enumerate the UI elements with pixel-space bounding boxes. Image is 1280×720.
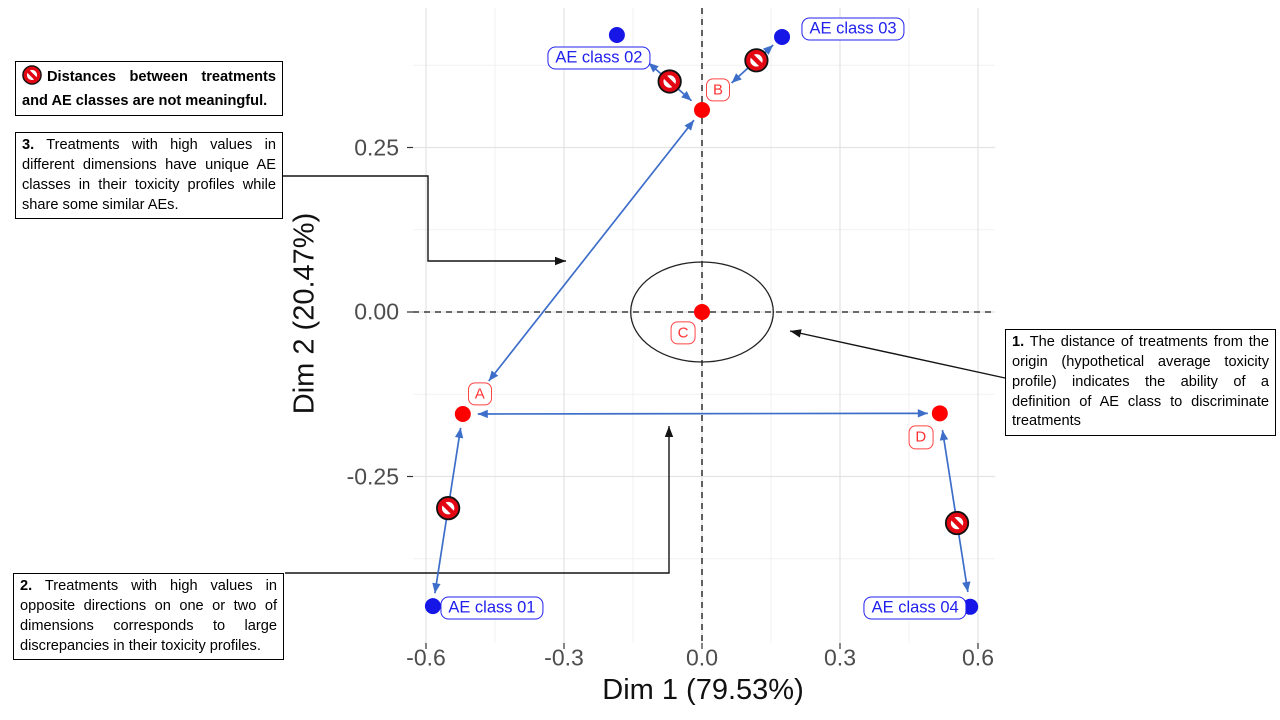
- arrowhead: [917, 409, 928, 418]
- relation-arrow-A-D: [477, 412, 928, 415]
- y-axis-title: Dim 2 (20.47%): [288, 212, 321, 415]
- point-label-AE class 04: AE class 04: [863, 596, 967, 620]
- arrowhead: [731, 73, 742, 84]
- relation-arrow-A-B: [488, 119, 695, 382]
- point-label-B: B: [705, 78, 731, 102]
- point-label-AE class 01: AE class 01: [440, 596, 544, 620]
- x-tick-label: -0.6: [406, 644, 446, 671]
- point-B: [694, 101, 710, 118]
- note-2-number: 2.: [20, 578, 33, 594]
- point-AE class 03: [774, 28, 791, 45]
- prohibition-icon: [744, 48, 769, 73]
- warning-text: Distances between treatments and AE clas…: [22, 69, 276, 109]
- arrowhead: [762, 45, 774, 55]
- arrowhead: [790, 329, 802, 338]
- point-C: [694, 304, 710, 320]
- x-tick-label: 0.6: [962, 644, 994, 671]
- note-1-number: 1.: [1012, 334, 1025, 350]
- note-2: 2. Treatments with high values in opposi…: [13, 573, 284, 661]
- point-D: [931, 405, 948, 422]
- prohibition-icon: [657, 69, 682, 94]
- origin-ellipse: [630, 261, 774, 363]
- arrowhead: [664, 426, 674, 437]
- arrowhead: [432, 582, 441, 594]
- arrowhead: [488, 370, 499, 381]
- arrowhead: [555, 256, 566, 266]
- callout-line-note-3: [283, 175, 566, 262]
- arrowhead: [648, 62, 659, 73]
- arrowhead: [684, 120, 694, 131]
- note-2-text: Treatments with high values in opposite …: [20, 578, 277, 654]
- point-A: [454, 405, 471, 422]
- x-axis-title: Dim 1 (79.53%): [602, 674, 804, 706]
- x-tick-label: 0.0: [686, 644, 718, 671]
- arrowhead: [962, 581, 971, 592]
- note-3-text: Treatments with high values in different…: [22, 137, 276, 213]
- point-label-A: A: [467, 382, 492, 406]
- note-3: 3. Treatments with high values in differ…: [15, 132, 283, 220]
- arrowhead: [681, 90, 692, 101]
- relation-arrow-D-AE class 04: [941, 429, 969, 593]
- point-label-AE class 02: AE class 02: [547, 46, 651, 70]
- arrowhead: [939, 430, 949, 441]
- arrowhead: [477, 409, 488, 419]
- note-3-number: 3.: [22, 137, 35, 153]
- y-tick-label: 0.00: [354, 298, 399, 325]
- y-tick-label: -0.25: [346, 463, 399, 489]
- point-AE class 02: [608, 26, 625, 43]
- point-label-AE class 03: AE class 03: [801, 17, 905, 41]
- x-tick-label: -0.3: [544, 644, 584, 671]
- note-1-text: The distance of treatments from the orig…: [1012, 334, 1269, 430]
- prohibition-icon: [22, 65, 42, 92]
- callout-line-note-1: [789, 330, 1006, 379]
- y-tick-label: 0.25: [354, 134, 399, 160]
- warning-note: Distances between treatments and AE clas…: [15, 61, 283, 116]
- callout-line-note-2: [285, 426, 670, 574]
- point-label-D: D: [908, 425, 934, 449]
- x-tick-label: 0.3: [824, 644, 856, 671]
- prohibition-icon: [944, 510, 970, 536]
- note-1: 1. The distance of treatments from the o…: [1005, 329, 1276, 437]
- prohibition-icon: [436, 496, 461, 521]
- point-AE class 01: [424, 598, 441, 615]
- point-label-C: C: [670, 321, 696, 345]
- arrowhead: [454, 427, 464, 439]
